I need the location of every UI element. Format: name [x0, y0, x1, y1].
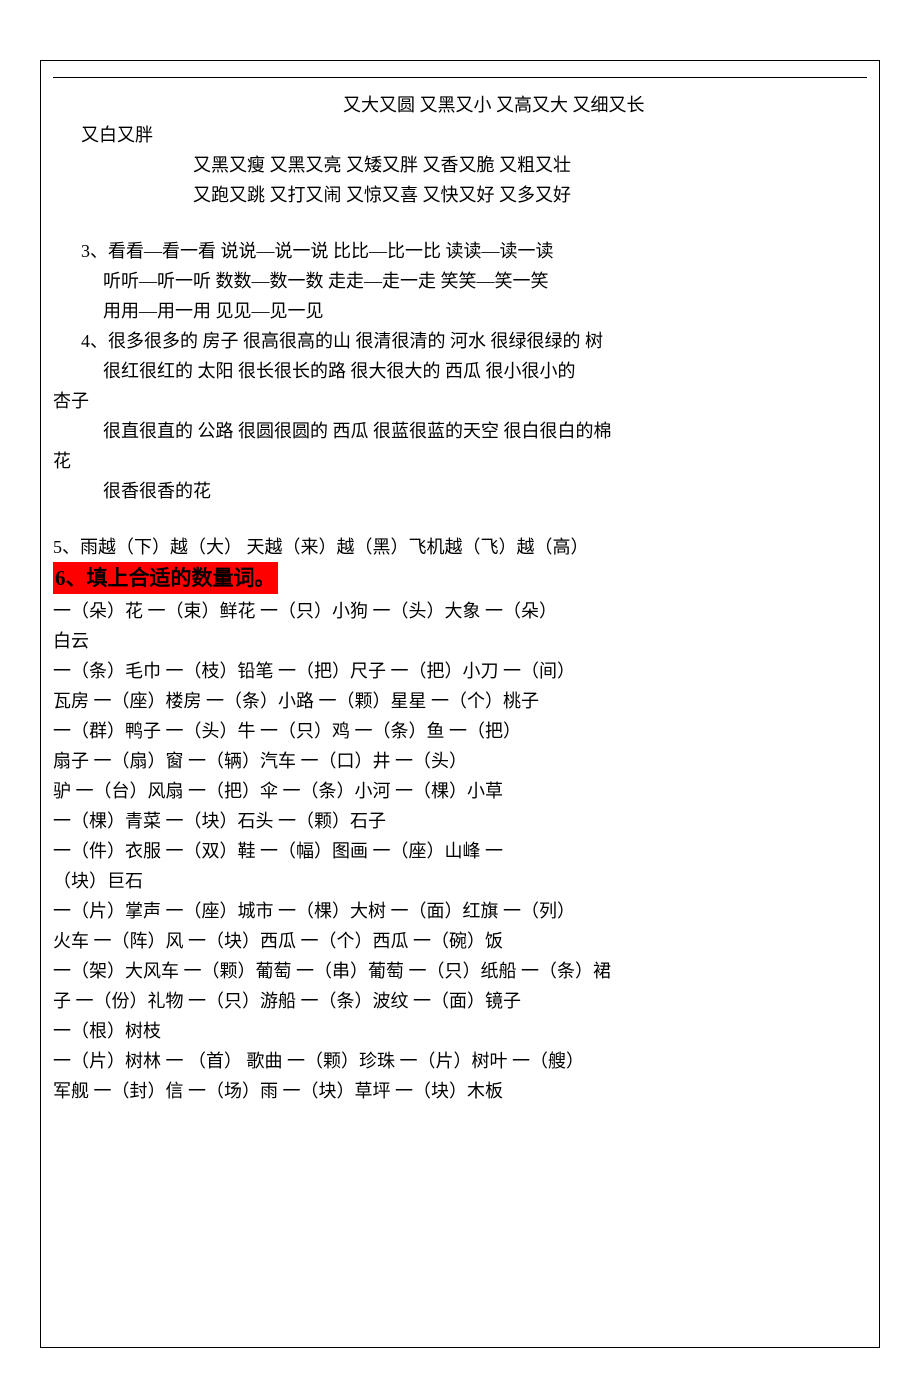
sec6-row-15: 一（片）树林 一 （首） 歌曲 一（颗）珍珠 一（片）树叶 一（艘） — [53, 1046, 867, 1076]
sec6-row-16: 军舰 一（封）信 一（场）雨 一（块）草坪 一（块）木板 — [53, 1076, 867, 1106]
top-row-1-cont: 又白又胖 — [53, 120, 867, 150]
sec6-row-4: 一（群）鸭子 一（头）牛 一（只）鸡 一（条）鱼 一（把） — [53, 716, 867, 746]
sec6-row-6: 驴 一（台）风扇 一（把）伞 一（条）小河 一（棵）小草 — [53, 776, 867, 806]
sec4-row2-cont: 杏子 — [53, 386, 867, 416]
document-frame: 又大又圆 又黑又小 又高又大 又细又长 又白又胖 又黑又瘦 又黑又亮 又矮又胖 … — [40, 60, 880, 1348]
sec4-row1: 4、很多很多的 房子 很高很高的山 很清很清的 河水 很绿很绿的 树 — [53, 326, 867, 356]
sec6-row-0: 一（朵）花 一（束）鲜花 一（只）小狗 一（头）大象 一（朵） — [53, 596, 867, 626]
sec6-row-10: 一（片）掌声 一（座）城市 一（棵）大树 一（面）红旗 一（列） — [53, 896, 867, 926]
top-row-2: 又黑又瘦 又黑又亮 又矮又胖 又香又脆 又粗又壮 — [53, 150, 867, 180]
sec6-row-2: 一（条）毛巾 一（枝）铅笔 一（把）尺子 一（把）小刀 一（间） — [53, 656, 867, 686]
sec6-row-12: 一（架）大风车 一（颗）葡萄 一（串）葡萄 一（只）纸船 一（条）裙 — [53, 956, 867, 986]
sec6-row-11: 火车 一（阵）风 一（块）西瓜 一（个）西瓜 一（碗）饭 — [53, 926, 867, 956]
page: 又大又圆 又黑又小 又高又大 又细又长 又白又胖 又黑又瘦 又黑又亮 又矮又胖 … — [0, 0, 920, 1388]
sec3-row2: 听听—听一听 数数—数一数 走走—走一走 笑笑—笑一笑 — [53, 266, 867, 296]
sec6-row-1: 白云 — [53, 626, 867, 656]
sec6-row-5: 扇子 一（扇）窗 一（辆）汽车 一（口）井 一（头） — [53, 746, 867, 776]
sec6-heading: 6、填上合适的数量词。 — [53, 562, 278, 594]
sec6-row-8: 一（件）衣服 一（双）鞋 一（幅）图画 一（座）山峰 一 — [53, 836, 867, 866]
gap-1 — [53, 210, 867, 236]
sec6-row-13: 子 一（份）礼物 一（只）游船 一（条）波纹 一（面）镜子 — [53, 986, 867, 1016]
sec4-row3: 很直很直的 公路 很圆很圆的 西瓜 很蓝很蓝的天空 很白很白的棉 — [53, 416, 867, 446]
sec3-row3: 用用—用一用 见见—见一见 — [53, 296, 867, 326]
sec3-row1: 3、看看—看一看 说说—说一说 比比—比一比 读读—读一读 — [53, 236, 867, 266]
sec6-heading-row: 6、填上合适的数量词。 — [53, 562, 867, 596]
top-rule — [53, 77, 867, 78]
sec6-row-14: 一（根）树枝 — [53, 1016, 867, 1046]
gap-2 — [53, 506, 867, 532]
sec6-row-9: （块）巨石 — [53, 866, 867, 896]
sec4-row4: 很香很香的花 — [53, 476, 867, 506]
top-row-1: 又大又圆 又黑又小 又高又大 又细又长 — [53, 90, 867, 120]
sec4-row2: 很红很红的 太阳 很长很长的路 很大很大的 西瓜 很小很小的 — [53, 356, 867, 386]
sec4-row3-cont: 花 — [53, 446, 867, 476]
sec5-row: 5、雨越（下）越（大） 天越（来）越（黑）飞机越（飞）越（高） — [53, 532, 867, 562]
sec6-row-7: 一（棵）青菜 一（块）石头 一（颗）石子 — [53, 806, 867, 836]
top-row-3: 又跑又跳 又打又闹 又惊又喜 又快又好 又多又好 — [53, 180, 867, 210]
sec6-row-3: 瓦房 一（座）楼房 一（条）小路 一（颗）星星 一（个）桃子 — [53, 686, 867, 716]
